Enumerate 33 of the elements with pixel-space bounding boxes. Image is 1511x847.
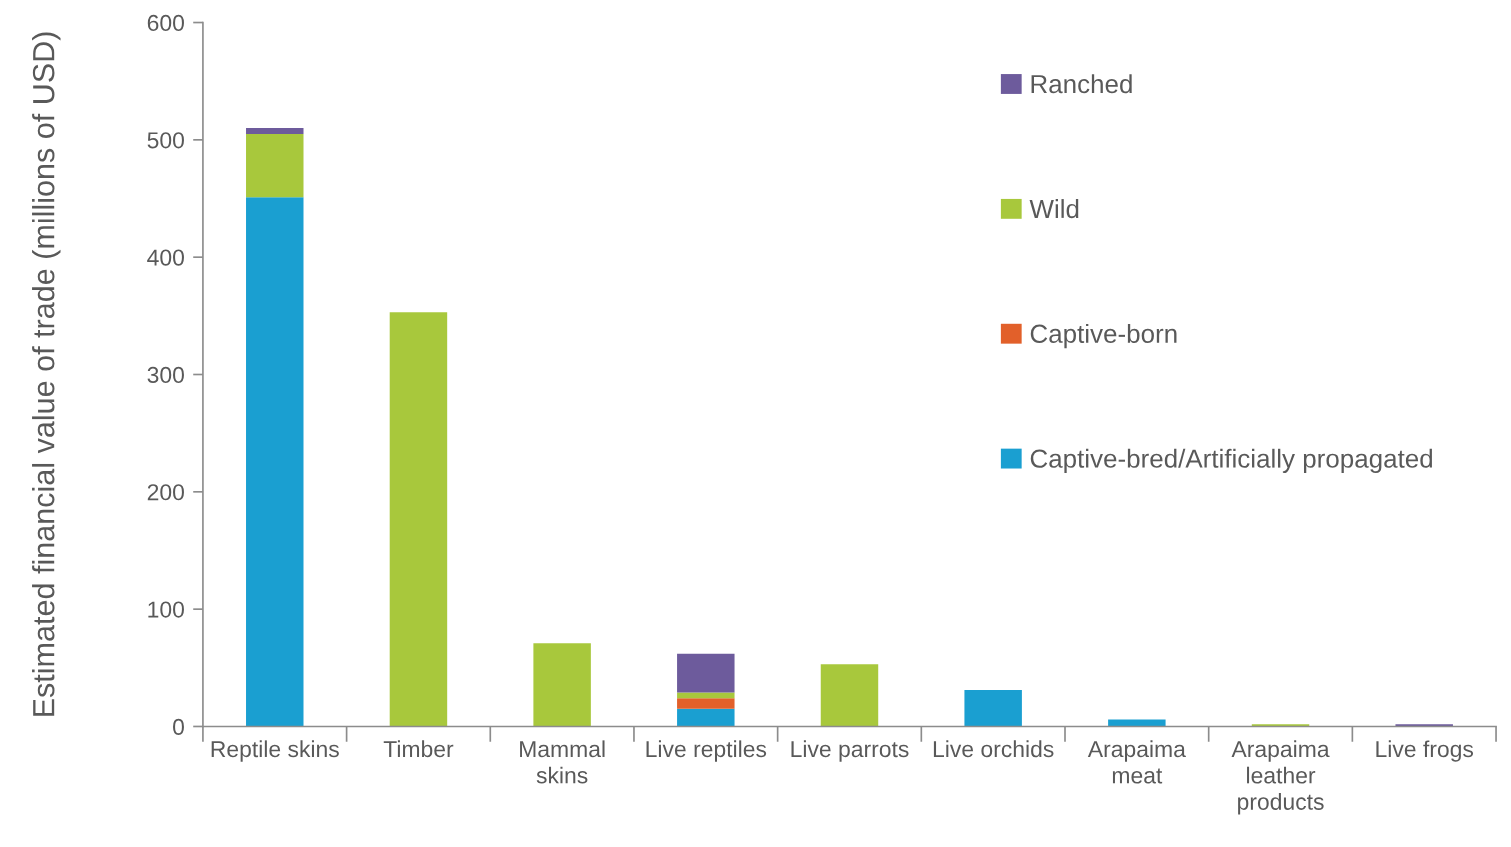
legend-label: Captive-bred/Artificially propagated: [1030, 448, 1432, 473]
y-tick-label: 400: [147, 249, 184, 266]
bar: [964, 690, 1022, 727]
y-tick-label: 0: [173, 718, 184, 735]
bar: [677, 692, 735, 699]
x-tick-label: Live reptiles: [646, 740, 767, 762]
x-tick-label: Reptile skins: [211, 740, 339, 762]
y-tick-label: 300: [147, 366, 184, 384]
legend-label: Wild: [1029, 199, 1079, 219]
x-tick-label: Arapaima meat: [1087, 740, 1186, 784]
bar: [533, 643, 591, 727]
bar: [246, 197, 304, 727]
y-tick-label: 600: [147, 14, 184, 32]
x-tick-label: Live orchids: [933, 740, 1054, 758]
bar: [389, 312, 448, 727]
bar: [246, 128, 304, 134]
x-tick-label: Timber: [383, 740, 454, 758]
y-tick-label: 100: [148, 601, 184, 618]
bar: [677, 708, 735, 727]
bar: [677, 653, 735, 693]
y-tick-label: 500: [147, 132, 184, 149]
x-tick-label: Arapaima leather products: [1231, 740, 1330, 815]
x-tick-label: Live frogs: [1376, 740, 1474, 762]
x-tick-label: Live parrots: [791, 740, 909, 762]
bar: [1108, 719, 1166, 727]
bar: [820, 664, 879, 727]
bar: [246, 133, 304, 198]
legend-label: Captive-born: [1030, 323, 1177, 349]
bar: [677, 698, 735, 709]
y-axis-title: Estimated financial value of trade (millions of USD): [32, 32, 61, 716]
y-tick-label: 200: [147, 484, 184, 501]
legend-label: Ranched: [1031, 74, 1132, 94]
x-tick-label: Mammal skins: [520, 740, 605, 784]
